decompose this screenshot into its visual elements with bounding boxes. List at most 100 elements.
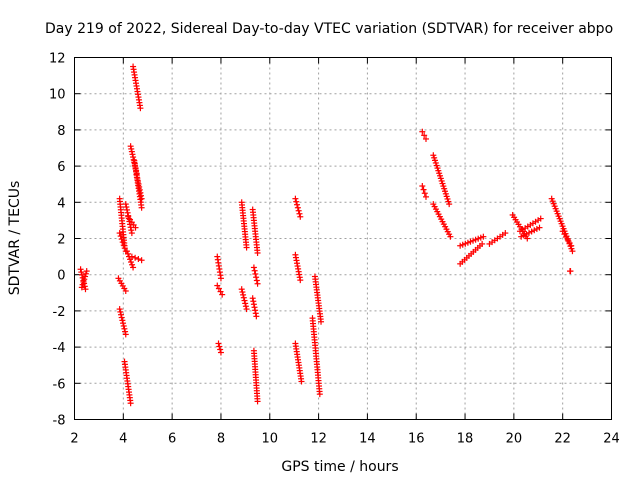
- x-axis-label: GPS time / hours: [281, 459, 398, 475]
- data-point: [137, 105, 144, 112]
- x-tick-label: 10: [261, 432, 278, 447]
- data-point: [422, 135, 429, 142]
- data-point: [253, 274, 260, 281]
- data-point: [241, 297, 248, 304]
- data-point: [119, 239, 126, 246]
- data-point: [121, 325, 128, 332]
- x-tick-label: 4: [119, 432, 127, 447]
- data-point: [128, 253, 135, 260]
- data-point: [239, 289, 246, 296]
- y-tick-label: 8: [57, 124, 65, 139]
- data-point: [254, 398, 261, 405]
- data-point: [82, 286, 89, 293]
- data-point: [134, 178, 141, 185]
- data-point: [78, 271, 85, 278]
- data-point: [130, 154, 137, 161]
- data-point: [316, 391, 323, 398]
- x-tick-label: 2: [70, 432, 78, 447]
- x-tick-label: 22: [554, 432, 571, 447]
- data-point: [116, 306, 123, 313]
- data-point: [120, 320, 127, 327]
- data-point: [78, 269, 85, 276]
- data-point: [217, 275, 224, 282]
- data-point: [502, 230, 509, 237]
- data-point: [80, 278, 87, 285]
- data-point: [117, 233, 124, 240]
- data-point: [138, 204, 145, 211]
- data-point: [122, 201, 129, 208]
- data-point: [447, 233, 454, 240]
- data-point: [128, 227, 135, 234]
- data-point: [251, 304, 258, 311]
- data-point: [526, 229, 533, 236]
- data-point: [536, 224, 543, 231]
- x-tick-label: 12: [310, 432, 327, 447]
- data-point: [128, 145, 135, 152]
- data-point: [292, 195, 299, 202]
- data-point: [215, 285, 222, 292]
- data-point: [138, 257, 145, 264]
- data-point: [567, 268, 574, 275]
- y-tick-label: 2: [57, 233, 65, 248]
- data-point: [252, 307, 259, 314]
- data-point: [242, 303, 249, 310]
- x-tick-label: 20: [506, 432, 523, 447]
- data-point: [123, 206, 130, 213]
- data-point: [569, 248, 576, 255]
- data-point: [249, 295, 256, 302]
- data-point: [128, 148, 135, 155]
- data-point: [238, 286, 245, 293]
- data-point: [252, 310, 259, 317]
- x-tick-label: 18: [457, 432, 474, 447]
- data-point: [297, 277, 304, 284]
- data-point: [422, 193, 429, 200]
- data-point: [135, 256, 142, 263]
- data-point: [242, 300, 249, 307]
- data-point: [137, 189, 144, 196]
- data-point: [243, 244, 250, 251]
- data-point: [120, 322, 127, 329]
- data-point: [135, 180, 142, 187]
- data-point: [121, 245, 128, 252]
- data-point: [318, 318, 325, 325]
- data-point: [479, 240, 486, 247]
- chart-title: Day 219 of 2022, Sidereal Day-to-day VTE…: [45, 21, 613, 37]
- data-point: [480, 233, 487, 240]
- y-tick-label: 0: [57, 269, 65, 284]
- data-point: [136, 183, 143, 190]
- data-point: [524, 235, 531, 242]
- y-tick-label: -4: [53, 341, 66, 356]
- data-point: [138, 192, 145, 199]
- data-point: [124, 209, 131, 216]
- data-point: [296, 210, 303, 217]
- x-tick-label: 8: [217, 432, 225, 447]
- x-tick-label: 16: [408, 432, 425, 447]
- y-tick-label: -6: [53, 377, 66, 392]
- data-point: [122, 287, 129, 294]
- data-point: [216, 343, 223, 350]
- y-tick-label: -2: [53, 305, 66, 320]
- data-point: [294, 201, 301, 208]
- grid-lines: [74, 57, 612, 420]
- data-point: [254, 280, 261, 287]
- data-point: [83, 268, 90, 275]
- data-point: [420, 186, 427, 193]
- data-point: [117, 308, 124, 315]
- y-tick-label: 12: [49, 52, 66, 67]
- data-point: [129, 151, 136, 158]
- data-point: [127, 143, 134, 150]
- data-point: [132, 224, 139, 231]
- x-tick-label: 24: [603, 432, 620, 447]
- data-point: [128, 259, 135, 266]
- data-point: [78, 284, 85, 291]
- data-point: [520, 232, 527, 239]
- data-point: [537, 215, 544, 222]
- data-point: [528, 228, 535, 235]
- data-point: [127, 400, 134, 407]
- data-point: [568, 242, 575, 249]
- data-point: [250, 264, 257, 271]
- data-point: [77, 266, 84, 273]
- data-point: [419, 183, 426, 190]
- data-point: [295, 207, 302, 214]
